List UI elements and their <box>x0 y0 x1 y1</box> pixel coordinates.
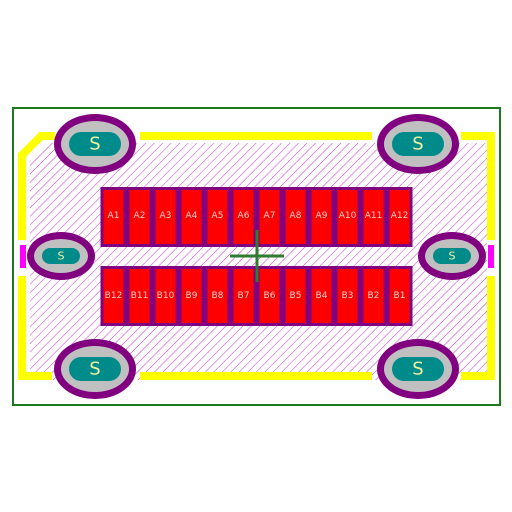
pad-a10: A10 <box>335 187 361 247</box>
pad-a12: A12 <box>387 187 413 247</box>
pad-label: A9 <box>316 211 328 221</box>
shield-pad-left: S <box>27 232 95 280</box>
pad-label: B9 <box>186 291 198 301</box>
pad-b6: B6 <box>257 266 283 326</box>
pad-b3: B3 <box>335 266 361 326</box>
shield-pad-right: S <box>418 232 486 280</box>
shield-label: S <box>412 134 423 155</box>
pad-b7: B7 <box>231 266 257 326</box>
pad-b5: B5 <box>283 266 309 326</box>
pad-a8: A8 <box>283 187 309 247</box>
pad-b10: B10 <box>153 266 179 326</box>
pad-label: B4 <box>316 291 328 301</box>
pad-label: A10 <box>339 211 357 221</box>
pad-label: B11 <box>131 291 149 301</box>
pad-label: B2 <box>368 291 380 301</box>
pad-b9: B9 <box>179 266 205 326</box>
pad-label: A12 <box>391 211 409 221</box>
shield-pad-bottom-left: S <box>54 339 136 399</box>
shield-label: S <box>89 134 100 155</box>
pad-a3: A3 <box>153 187 179 247</box>
shield-pad-top-left: S <box>54 114 136 174</box>
pad-label: B3 <box>342 291 354 301</box>
pad-label: B1 <box>394 291 406 301</box>
pad-label: A3 <box>160 211 172 221</box>
pad-a5: A5 <box>205 187 231 247</box>
pad-a6: A6 <box>231 187 257 247</box>
side-tab-right <box>488 245 494 268</box>
side-tab-left <box>20 245 26 268</box>
pad-label: A4 <box>186 211 198 221</box>
pad-b4: B4 <box>309 266 335 326</box>
shield-label: S <box>449 250 456 263</box>
pad-b8: B8 <box>205 266 231 326</box>
pad-label: A11 <box>365 211 383 221</box>
shield-label: S <box>412 359 423 380</box>
pad-label: B10 <box>157 291 175 301</box>
pad-label: A2 <box>134 211 146 221</box>
pad-a7: A7 <box>257 187 283 247</box>
pad-b12: B12 <box>101 266 127 326</box>
pad-a2: A2 <box>127 187 153 247</box>
pad-a1: A1 <box>101 187 127 247</box>
shield-label: S <box>58 250 65 263</box>
pad-a11: A11 <box>361 187 387 247</box>
shield-label: S <box>89 359 100 380</box>
shield-pad-top-right: S <box>377 114 459 174</box>
pad-label: B6 <box>264 291 276 301</box>
pad-label: A8 <box>290 211 302 221</box>
pad-label: A1 <box>108 211 120 221</box>
pad-label: B8 <box>212 291 224 301</box>
pad-b11: B11 <box>127 266 153 326</box>
pad-b2: B2 <box>361 266 387 326</box>
pad-a4: A4 <box>179 187 205 247</box>
pad-b1: B1 <box>387 266 413 326</box>
pad-label: B5 <box>290 291 302 301</box>
pad-a9: A9 <box>309 187 335 247</box>
pad-label: B7 <box>238 291 250 301</box>
pad-label: B12 <box>105 291 123 301</box>
pad-label: A7 <box>264 211 276 221</box>
pad-label: A5 <box>212 211 224 221</box>
pad-label: A6 <box>238 211 250 221</box>
shield-pad-bottom-right: S <box>377 339 459 399</box>
